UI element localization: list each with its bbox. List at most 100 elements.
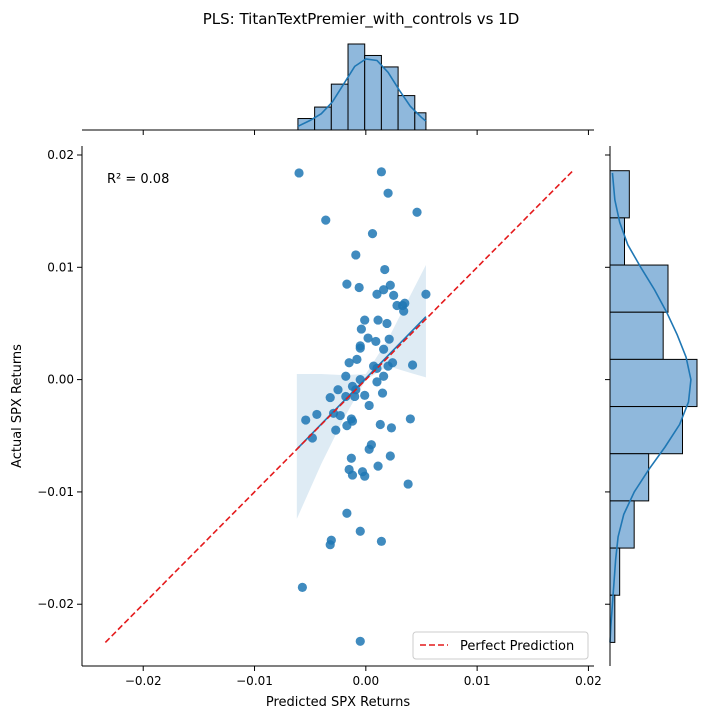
y-axis-label: Actual SPX Returns: [10, 344, 25, 468]
data-point: [384, 334, 394, 344]
legend: Perfect Prediction: [412, 631, 589, 660]
data-point: [385, 280, 395, 290]
r-squared-annotation: R² = 0.08: [107, 172, 169, 187]
data-point: [399, 306, 409, 316]
legend-label-perfect-prediction: Perfect Prediction: [460, 639, 574, 654]
data-point: [341, 371, 351, 381]
y-kde-curve: [609, 172, 692, 643]
data-point: [355, 341, 365, 351]
data-point: [379, 285, 389, 295]
data-point: [325, 540, 335, 550]
data-point: [364, 400, 374, 411]
data-point: [379, 371, 389, 381]
data-point: [355, 526, 365, 536]
data-point: [335, 410, 345, 421]
y-marginal-histogram: [609, 170, 698, 643]
data-point: [376, 167, 387, 177]
chart-title: PLS: TitanTextPremier_with_controls vs 1…: [203, 10, 520, 29]
data-point: [297, 582, 307, 592]
x-histogram-bar: [314, 106, 332, 131]
data-point: [375, 419, 385, 430]
data-point: [346, 453, 356, 463]
confidence-band: [296, 265, 426, 519]
data-point: [344, 358, 354, 368]
data-point: [379, 344, 389, 354]
data-point: [400, 298, 410, 308]
y-tick-label: 0.00: [47, 373, 74, 387]
data-point: [341, 391, 351, 402]
data-point: [351, 250, 361, 260]
y-histogram-bar: [609, 311, 664, 360]
data-point: [356, 324, 366, 334]
x-tick-label: 0.01: [464, 674, 491, 688]
data-point: [301, 415, 311, 425]
data-point: [354, 282, 364, 293]
data-point: [373, 315, 383, 325]
data-point: [385, 451, 395, 461]
y-histogram-bar: [609, 358, 698, 408]
data-point: [321, 215, 331, 225]
y-histogram-bar: [609, 217, 625, 266]
data-point: [360, 315, 370, 325]
y-histogram-bar: [609, 453, 650, 502]
x-histogram-bar: [347, 43, 366, 131]
y-marginal-ticks: [605, 154, 610, 605]
y-histogram-bar: [609, 264, 669, 313]
x-tick-label: 0.00: [352, 674, 379, 688]
data-point: [386, 423, 397, 433]
data-point: [355, 375, 365, 385]
data-point: [342, 421, 352, 431]
data-point: [350, 391, 360, 402]
x-kde-curve: [297, 58, 427, 128]
data-point: [352, 354, 362, 364]
x-marginal-ticks: [142, 130, 589, 135]
data-point: [360, 390, 370, 400]
data-point: [421, 289, 431, 299]
y-tick-label: 0.01: [47, 260, 74, 274]
data-point: [389, 290, 399, 300]
data-point: [380, 264, 390, 275]
data-point: [403, 479, 413, 489]
data-point: [312, 409, 322, 420]
x-histogram-bar: [364, 54, 382, 131]
data-point: [377, 388, 388, 398]
data-point: [331, 425, 341, 435]
legend-frame: [412, 631, 589, 660]
data-point: [373, 461, 383, 471]
data-point: [307, 433, 317, 443]
data-point: [364, 444, 374, 454]
y-tick-label: −0.01: [37, 485, 74, 499]
data-point: [382, 318, 392, 329]
x-tick-label: −0.02: [125, 674, 162, 688]
x-axis-label: Predicted SPX Returns: [266, 695, 410, 710]
data-point: [342, 279, 352, 289]
data-point: [371, 336, 381, 347]
data-point: [342, 508, 352, 518]
main-plot: [104, 167, 575, 646]
y-tick-label: 0.02: [47, 148, 74, 162]
data-point: [372, 289, 382, 299]
y-axis-ticks: −0.02 −0.01 0.00 0.01 0.02: [37, 148, 82, 611]
y-histogram-bar: [609, 500, 635, 549]
data-point: [325, 392, 335, 403]
data-point: [367, 229, 378, 239]
data-point: [347, 470, 358, 480]
data-point: [372, 377, 382, 387]
data-point: [376, 536, 387, 546]
x-tick-label: 0.02: [575, 674, 602, 688]
data-point: [412, 207, 422, 217]
data-point: [294, 168, 304, 178]
x-marginal-histogram: [297, 43, 427, 131]
data-point: [405, 414, 415, 424]
x-tick-label: −0.01: [236, 674, 273, 688]
data-point: [407, 360, 418, 370]
perfect-prediction-line: [104, 169, 575, 643]
y-histogram-bar: [609, 406, 683, 455]
data-point: [355, 636, 365, 646]
data-point: [383, 361, 393, 371]
y-tick-label: −0.02: [37, 597, 74, 611]
data-point: [363, 333, 373, 343]
x-axis-ticks: −0.02 −0.01 0.00 0.01 0.02: [125, 666, 602, 688]
data-point: [383, 188, 393, 198]
